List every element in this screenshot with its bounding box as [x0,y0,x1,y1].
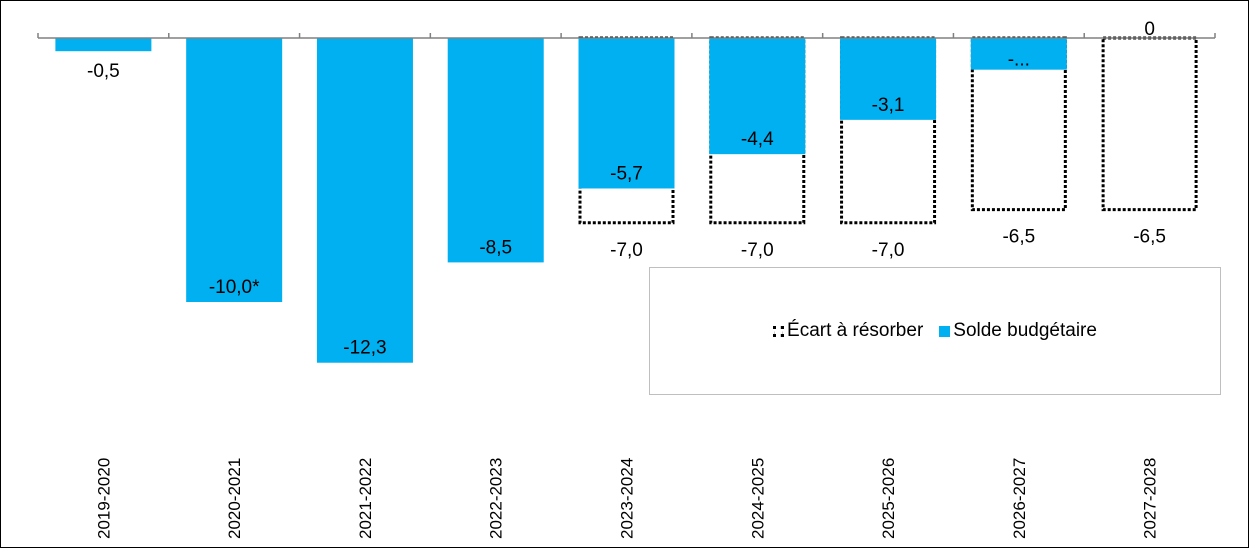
category-label: 2025-2026 [879,458,898,539]
solde-bar-2022-2023 [447,38,544,263]
solde-data-label: -10,0* [209,277,260,298]
gap-data-label: -7,0 [741,240,774,261]
solde-data-label: -12,3 [343,338,386,359]
legend-swatch-ecart [773,325,785,337]
legend-label-solde: Solde budgétaire [953,320,1097,341]
gap-data-label: -6,5 [1133,227,1166,248]
solde-bar-2019-2020 [55,38,152,52]
category-label: 2026-2027 [1010,458,1029,539]
solde-bar-2021-2022 [316,38,413,363]
chart-legend: Écart à résorber Solde budgétaire [649,267,1221,395]
category-label: 2024-2025 [748,458,767,539]
legend-label-ecart: Écart à résorber [787,320,924,341]
solde-data-label: -5,7 [610,163,643,184]
solde-data-label: -... [1008,50,1030,71]
category-label: 2020-2021 [225,458,244,539]
legend-item-ecart: Écart à résorber [773,320,923,342]
solde-data-label: -0,5 [87,61,120,82]
gap-bar-2027-2028 [1101,36,1198,212]
solde-bar-2020-2021 [186,38,283,302]
category-label: 2021-2022 [356,458,375,539]
category-label: 2019-2020 [94,458,113,539]
gap-data-label: -6,5 [1002,227,1035,248]
gap-data-label: -7,0 [610,240,643,261]
gap-data-label: -7,0 [872,240,905,261]
solde-bar-2024-2025 [709,38,806,155]
solde-data-label: -3,1 [872,95,905,116]
legend-item-solde: Solde budgétaire [939,320,1097,342]
solde-bar-2026-2027 [970,38,1067,70]
category-label: 2027-2028 [1141,458,1160,539]
solde-bar-2023-2024 [578,38,675,189]
solde-data-label: 0 [1144,19,1155,40]
solde-data-label: -8,5 [479,237,512,258]
legend-swatch-solde [939,325,951,337]
category-label: 2022-2023 [487,458,506,539]
solde-bar-2025-2026 [840,38,937,120]
category-label: 2023-2024 [618,458,637,539]
solde-data-label: -4,4 [741,129,774,150]
